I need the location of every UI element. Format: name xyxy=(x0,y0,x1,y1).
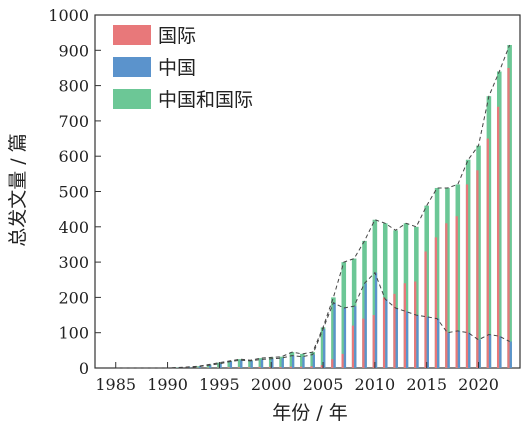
bar-china xyxy=(312,354,315,368)
bar-china xyxy=(323,329,326,368)
legend-label: 中国和国际 xyxy=(158,89,253,111)
bar-international xyxy=(268,366,272,368)
bar-china xyxy=(354,306,357,368)
bar-international xyxy=(341,353,344,368)
y-tick-label: 900 xyxy=(58,41,89,60)
x-axis-ticks: 1985 1990 1995 2000 2005 2010 2015 2020 xyxy=(95,362,499,394)
y-tick-label: 600 xyxy=(58,147,89,166)
bar-china xyxy=(209,365,212,368)
bar-china xyxy=(426,316,429,368)
bar-international xyxy=(434,237,438,368)
bar-international xyxy=(496,106,500,368)
bar-china xyxy=(281,358,284,368)
bar-international xyxy=(351,325,355,368)
bar-international xyxy=(310,366,313,368)
bar-china xyxy=(343,307,347,368)
bar-international xyxy=(372,315,375,368)
y-tick-label: 800 xyxy=(58,77,89,96)
bar-china xyxy=(374,272,378,368)
y-tick-label: 700 xyxy=(58,112,89,131)
bar-international xyxy=(227,367,230,368)
bar-international xyxy=(237,367,241,368)
bar-china xyxy=(447,332,450,368)
x-tick-label: 2010 xyxy=(355,375,396,394)
bar-china xyxy=(468,332,471,368)
legend-label: 中国 xyxy=(158,57,196,79)
bar-international xyxy=(300,366,303,368)
bar-international xyxy=(465,184,469,368)
bar-china xyxy=(457,330,461,368)
bar-international xyxy=(248,367,251,368)
bar-china xyxy=(385,299,388,368)
trend-line-china xyxy=(115,271,510,369)
legend-swatch xyxy=(113,57,151,77)
bar-china xyxy=(240,360,243,368)
x-tick-label: 1990 xyxy=(147,375,188,394)
x-tick-label: 2000 xyxy=(251,375,292,394)
bar-international xyxy=(382,297,386,368)
bar-china xyxy=(198,366,201,368)
bar-china xyxy=(499,336,502,368)
y-tick-label: 200 xyxy=(58,288,89,307)
bar-china xyxy=(416,315,419,368)
bar-international xyxy=(403,283,406,368)
bar-china xyxy=(250,360,253,368)
bar-international xyxy=(393,293,396,368)
x-tick-label: 1985 xyxy=(95,375,136,394)
y-axis-title: 总发文量 / 篇 xyxy=(7,133,29,246)
bar-china-and-intl xyxy=(382,223,388,368)
bar-china xyxy=(395,307,398,368)
x-tick-label: 2015 xyxy=(406,375,447,394)
bar-china xyxy=(219,363,222,368)
x-tick-label: 2020 xyxy=(458,375,499,394)
bar-international xyxy=(476,170,479,368)
bar-international xyxy=(455,216,458,368)
legend-swatch xyxy=(113,25,151,45)
bar-china xyxy=(291,355,295,368)
bar-international xyxy=(486,138,489,368)
bar-china xyxy=(302,356,305,368)
x-tick-label: 1995 xyxy=(199,375,240,394)
y-tick-label: 400 xyxy=(58,218,89,237)
bar-international xyxy=(362,318,365,368)
y-tick-label: 100 xyxy=(58,324,89,343)
bar-china xyxy=(488,334,492,368)
y-tick-label: 1000 xyxy=(48,6,89,25)
bar-china xyxy=(271,358,274,368)
bar-china xyxy=(364,283,367,368)
bar-international xyxy=(331,359,334,368)
bar-international xyxy=(507,67,510,368)
bar-international xyxy=(289,366,292,368)
bar-china xyxy=(405,311,409,368)
bar-international xyxy=(258,366,261,368)
bar-china xyxy=(229,361,233,368)
bar-china xyxy=(478,339,481,368)
y-axis-ticks: 0 100 200 300 400 500 600 700 800 900 1000 xyxy=(48,6,101,378)
legend-label: 国际 xyxy=(158,25,196,47)
bar-china xyxy=(437,318,440,368)
bar-international xyxy=(424,251,427,368)
bar-international xyxy=(445,223,448,368)
bar-international xyxy=(414,281,417,368)
x-axis-title: 年份 / 年 xyxy=(272,402,347,424)
x-tick-label: 2005 xyxy=(303,375,344,394)
plot-area xyxy=(94,14,521,369)
legend-swatch xyxy=(113,89,151,109)
bar-china xyxy=(509,341,512,368)
bar-china xyxy=(260,359,264,368)
y-tick-label: 500 xyxy=(58,183,89,202)
bar-china xyxy=(333,302,336,368)
y-tick-label: 0 xyxy=(79,359,89,378)
y-tick-label: 300 xyxy=(58,253,89,272)
bar-international xyxy=(320,365,324,368)
bar-international xyxy=(279,366,282,368)
